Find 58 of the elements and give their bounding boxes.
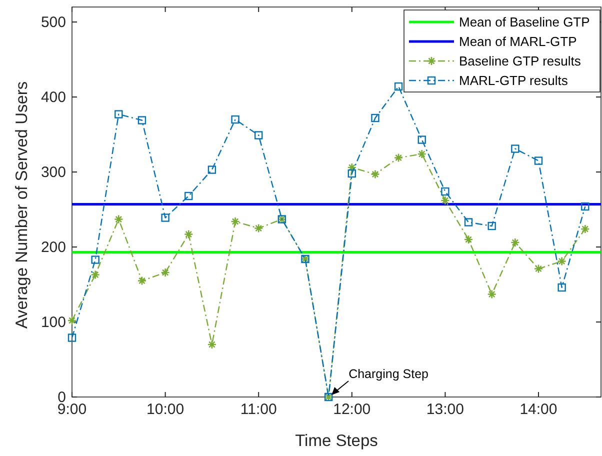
y-tick-label: 100 xyxy=(40,314,66,331)
point xyxy=(580,224,590,234)
x-axis-title: Time Steps xyxy=(295,432,378,450)
y-tick-label: 400 xyxy=(40,89,66,106)
point xyxy=(184,192,193,200)
x-tick-label: 9:00 xyxy=(57,401,87,418)
point xyxy=(534,156,543,165)
point xyxy=(557,256,566,266)
legend-label: Baseline GTP results xyxy=(459,54,582,68)
point xyxy=(441,187,450,196)
x-tick-label: 11:00 xyxy=(240,401,277,418)
y-tick-label: 200 xyxy=(40,239,66,256)
annotation: Charging Step xyxy=(348,367,429,381)
point xyxy=(68,334,76,342)
point xyxy=(417,149,427,159)
point xyxy=(231,115,240,124)
point xyxy=(230,216,240,226)
point xyxy=(114,214,124,224)
point xyxy=(370,170,380,179)
point xyxy=(207,340,217,350)
point xyxy=(138,116,146,124)
point xyxy=(208,166,216,174)
point xyxy=(91,256,100,264)
point xyxy=(394,153,404,162)
point xyxy=(347,162,357,172)
point xyxy=(510,238,520,248)
y-tick-label: 300 xyxy=(40,164,66,181)
point xyxy=(348,169,356,178)
point xyxy=(254,224,264,233)
y-tick-label: 500 xyxy=(40,14,66,31)
point xyxy=(254,131,263,140)
point xyxy=(137,276,147,286)
x-tick-label: 12:00 xyxy=(333,401,371,418)
point xyxy=(418,136,426,144)
point xyxy=(464,234,474,244)
legend-label: Mean of Baseline GTP xyxy=(459,14,590,30)
point xyxy=(440,196,450,206)
point xyxy=(534,264,544,274)
point xyxy=(114,110,123,118)
x-tick-label: 13:00 xyxy=(426,401,464,418)
x-tick-label: 14:00 xyxy=(520,401,558,418)
point xyxy=(371,114,380,122)
y-axis-title: Average Number of Served Users xyxy=(13,81,31,329)
point xyxy=(184,230,194,239)
x-tick-label: 10:00 xyxy=(146,401,184,418)
point xyxy=(161,214,170,222)
legend-label: MARL-GTP results xyxy=(459,73,568,88)
point xyxy=(90,270,100,280)
point xyxy=(487,290,496,299)
point xyxy=(558,283,566,292)
legend-label: Mean of MARL-GTP xyxy=(459,34,577,49)
point xyxy=(581,202,590,211)
point xyxy=(394,82,403,91)
point xyxy=(511,144,520,153)
point xyxy=(488,222,496,230)
point xyxy=(464,218,473,226)
point xyxy=(67,316,77,326)
point xyxy=(160,268,170,278)
